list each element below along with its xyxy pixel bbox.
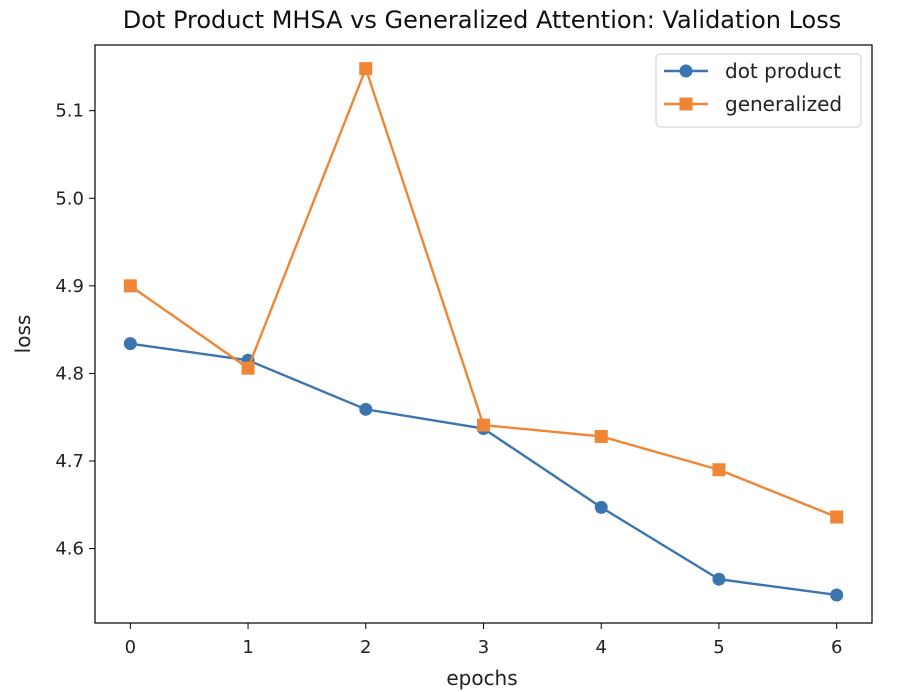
data-point-generalized <box>477 418 490 432</box>
x-tick-label: 1 <box>242 637 253 658</box>
legend-label-dot-product: dot product <box>725 59 841 83</box>
data-point-dot-product <box>712 572 726 586</box>
series-layer <box>123 62 844 602</box>
data-point-generalized <box>830 510 844 524</box>
data-point-generalized <box>241 361 255 375</box>
x-tick-label: 4 <box>596 637 607 658</box>
data-point-dot-product <box>123 337 137 351</box>
legend-label-generalized: generalized <box>725 92 842 116</box>
data-point-generalized <box>359 62 373 76</box>
data-point-generalized <box>123 279 137 293</box>
legend-marker-generalized <box>679 97 693 111</box>
data-point-dot-product <box>594 500 608 514</box>
y-tick-label: 4.9 <box>55 276 84 297</box>
y-tick-label: 5.0 <box>55 188 84 209</box>
y-tick-label: 4.6 <box>55 539 84 560</box>
legend: dot product generalized <box>655 53 862 128</box>
x-tick-label: 5 <box>713 637 724 658</box>
y-tick-label: 5.1 <box>55 101 84 122</box>
x-tick-label: 3 <box>478 637 489 658</box>
x-tick-label: 2 <box>360 637 371 658</box>
legend-item-dot-product: dot product <box>664 59 841 83</box>
data-point-dot-product <box>830 588 844 602</box>
x-tick-label: 0 <box>125 637 136 658</box>
x-tick-label: 6 <box>831 637 842 658</box>
y-axis-label: loss <box>11 315 35 354</box>
legend-item-generalized: generalized <box>664 92 842 116</box>
legend-marker-dot-product <box>679 64 693 78</box>
chart-title: Dot Product MHSA vs Generalized Attentio… <box>123 6 842 34</box>
x-axis: 0 1 2 3 4 5 6 <box>125 623 842 658</box>
legend-box <box>655 53 862 128</box>
data-point-generalized <box>712 463 726 477</box>
y-tick-label: 4.7 <box>55 451 84 472</box>
data-point-dot-product <box>359 402 373 416</box>
data-point-generalized <box>594 429 608 443</box>
y-axis: 4.6 4.7 4.8 4.9 5.0 5.1 <box>55 101 95 560</box>
y-tick-label: 4.8 <box>55 363 84 384</box>
x-axis-label: epochs <box>446 666 517 690</box>
